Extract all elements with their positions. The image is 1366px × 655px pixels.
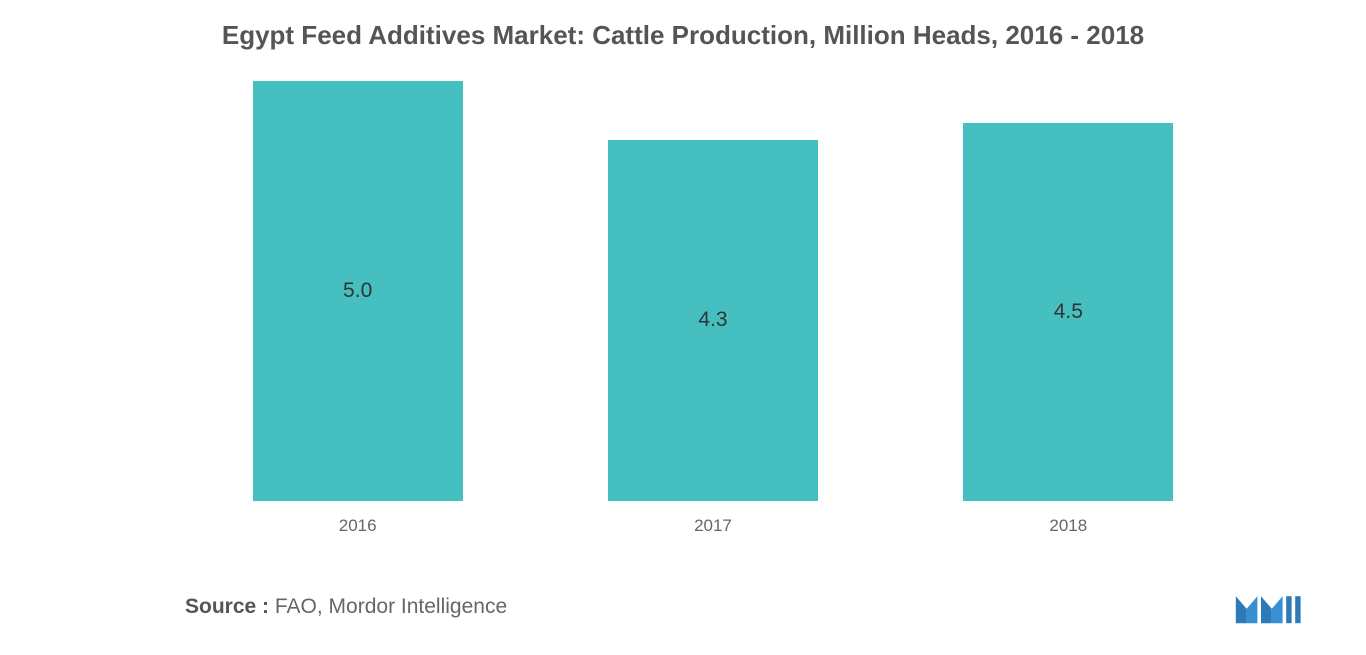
bar-value-2016: 5.0	[343, 279, 372, 303]
bar-group-2017: 4.3 2017	[608, 81, 818, 501]
bar-label-2017: 2017	[694, 516, 732, 536]
source-row: Source : FAO, Mordor Intelligence	[185, 589, 1306, 625]
bar-2018: 4.5	[963, 123, 1173, 501]
bar-value-2018: 4.5	[1054, 300, 1083, 324]
bar-2016: 5.0	[253, 81, 463, 501]
mordor-logo-icon	[1234, 589, 1306, 625]
bar-group-2016: 5.0 2016	[253, 81, 463, 501]
chart-title: Egypt Feed Additives Market: Cattle Prod…	[0, 0, 1366, 61]
source-label: Source :	[185, 595, 269, 618]
bars-container: 5.0 2016 4.3 2017 4.5 2018	[180, 81, 1246, 501]
bar-value-2017: 4.3	[698, 308, 727, 332]
bar-2017: 4.3	[608, 140, 818, 501]
chart-plot-area: 5.0 2016 4.3 2017 4.5 2018	[0, 81, 1366, 551]
bar-group-2018: 4.5 2018	[963, 81, 1173, 501]
source-value: FAO, Mordor Intelligence	[269, 595, 507, 618]
bar-label-2018: 2018	[1049, 516, 1087, 536]
source-text: Source : FAO, Mordor Intelligence	[185, 595, 507, 619]
bar-label-2016: 2016	[339, 516, 377, 536]
